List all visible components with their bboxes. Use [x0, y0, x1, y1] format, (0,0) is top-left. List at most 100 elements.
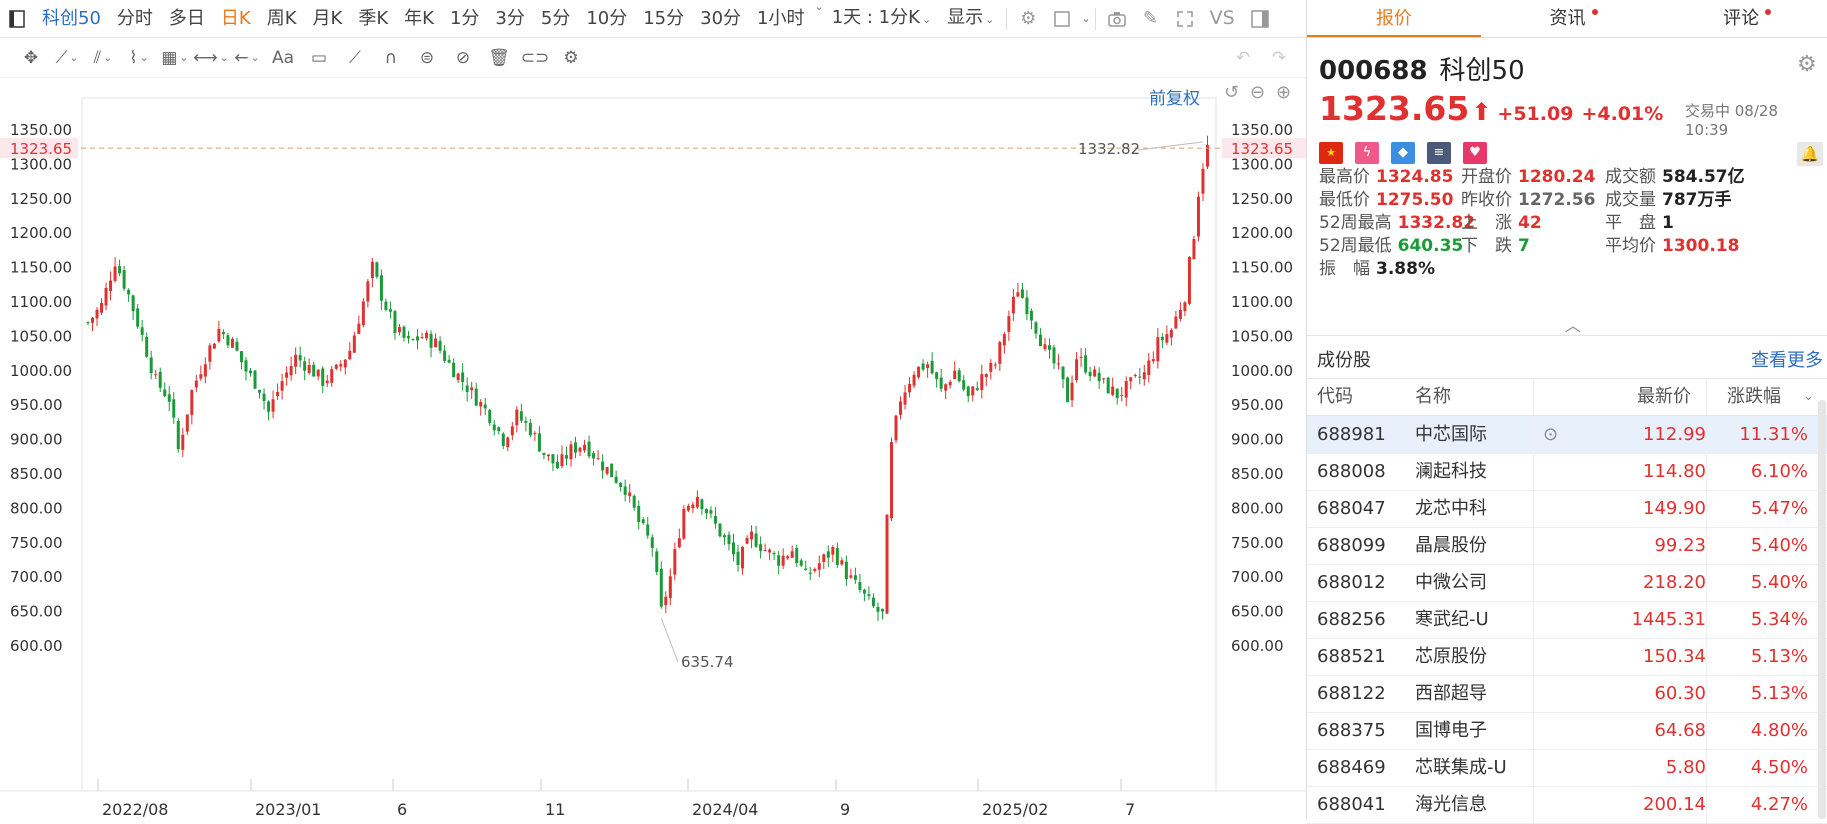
stock-change: 5.47% [1750, 498, 1808, 519]
move-icon[interactable]: ✥ [23, 47, 39, 68]
gear-icon[interactable]: ⚙ [1797, 52, 1817, 77]
candle-body [443, 350, 447, 361]
chevron-up-icon[interactable]: ︿ [1565, 316, 1582, 335]
adjust-button[interactable]: 前复权 [1149, 89, 1200, 109]
candle-body [953, 370, 957, 380]
plot-area[interactable] [81, 97, 1217, 792]
period-0[interactable]: 分时 [116, 8, 153, 29]
col-divider [1533, 712, 1534, 749]
table-row[interactable]: 688099 晶晨股份 99.23 5.40% [1307, 527, 1827, 565]
candle-body [379, 275, 383, 301]
period-1[interactable]: 多日 [168, 8, 205, 29]
period-3[interactable]: 周K [266, 8, 297, 29]
view-more-link[interactable]: 查看更多 [1751, 350, 1823, 371]
candle-body [664, 596, 668, 606]
table-row[interactable]: 688122 西部超导 60.30 5.13% [1307, 675, 1827, 713]
period-7[interactable]: 1分 [449, 8, 480, 29]
candle-body [975, 388, 979, 391]
tab-0[interactable]: 报价 [1307, 0, 1481, 37]
redo-icon[interactable]: ↷ [1271, 47, 1287, 68]
bell-icon[interactable]: 🔔 [1797, 142, 1823, 166]
undo-icon[interactable]: ↶ [1235, 47, 1251, 68]
layout-icon[interactable] [6, 8, 28, 30]
table-row[interactable]: 688047 龙芯中科 149.90 5.47% [1307, 490, 1827, 528]
measure-tool-icon[interactable]: ⟷ ⌄ [193, 47, 229, 68]
period-12[interactable]: 30分 [700, 8, 742, 29]
table-row[interactable]: 688981 中芯国际 112.99 11.31% ⊙ [1307, 416, 1827, 454]
table-row[interactable]: 688521 芯原股份 150.34 5.13% [1307, 638, 1827, 676]
fullscreen-icon[interactable] [1174, 8, 1196, 30]
vs-button[interactable]: VS [1209, 7, 1235, 29]
gear-icon[interactable]: ⚙ [563, 47, 579, 68]
chart-canvas[interactable]: 1350.00 1350.00 1300.00 1300.00 1250.00 1250.… [0, 78, 1306, 819]
change-percent: +4.01% [1581, 103, 1664, 125]
display-select[interactable]: 显示 ⌄ [939, 0, 1002, 38]
link-icon[interactable]: ⊂⊃ [520, 47, 550, 68]
stat-value: 42 [1518, 213, 1542, 233]
chevron-down-icon[interactable]: ⌄ [1081, 12, 1091, 25]
heart-icon[interactable]: ♥ [1463, 142, 1487, 164]
trash-icon[interactable]: 🗑 [488, 47, 510, 68]
period-5[interactable]: 季K [358, 8, 389, 29]
square-icon[interactable] [1051, 8, 1073, 30]
y-tick-label-left: 850.00 [10, 465, 63, 483]
candle-body [465, 385, 469, 392]
text-tool-icon[interactable]: Aa [271, 47, 295, 68]
candle-body [497, 427, 501, 432]
table-row[interactable]: 688469 芯联集成-U 5.80 4.50% [1307, 749, 1827, 787]
period-9[interactable]: 5分 [540, 8, 571, 29]
period-2[interactable]: 日K [220, 8, 251, 29]
fire-icon[interactable]: ϟ [1355, 142, 1379, 164]
tag-icon[interactable]: ◆ [1391, 142, 1415, 164]
period-10[interactable]: 10分 [586, 8, 628, 29]
stat-label: 52周最高 [1319, 213, 1392, 233]
zoom-in-icon[interactable]: ⊕ [1276, 82, 1292, 103]
fib-tool-icon[interactable]: ▦ ⌄ [161, 47, 189, 68]
combo-select[interactable]: 1天 : 1分K ⌄ [824, 0, 939, 38]
lock-tool-icon[interactable]: ⊜ [419, 47, 435, 68]
candle-body [1002, 334, 1006, 346]
scrollbar[interactable] [1818, 400, 1826, 819]
candle-body [560, 454, 564, 467]
pencil-icon[interactable]: ✎ [1143, 8, 1159, 29]
kline-chart[interactable]: 1350.00 1350.00 1300.00 1300.00 1250.00 1250.… [0, 78, 1306, 819]
period-13[interactable]: 1小时 [757, 8, 805, 29]
table-row[interactable]: 688008 澜起科技 114.80 6.10% [1307, 453, 1827, 491]
camera-icon[interactable] [1106, 8, 1128, 30]
arrow-tool-icon[interactable]: ← ⌄ [234, 47, 260, 68]
candle-body [357, 323, 361, 334]
low-annotation: 635.74 [681, 653, 734, 671]
tab-1[interactable]: 资讯 [1481, 0, 1655, 37]
sidebar-toggle-icon[interactable] [1249, 8, 1271, 30]
candle-body [154, 374, 158, 376]
candle-body [583, 444, 587, 451]
comment-tool-icon[interactable]: ▭ [310, 47, 328, 68]
table-row[interactable]: 688256 寒武纪-U 1445.31 5.34% [1307, 601, 1827, 639]
line-tool-icon[interactable]: ⟋ ⌄ [55, 47, 79, 68]
channel-tool-icon[interactable]: ⫽ ⌄ [93, 47, 113, 68]
candle-body [1043, 344, 1047, 350]
reset-icon[interactable]: ↺ [1224, 82, 1240, 103]
wave-tool-icon[interactable]: ⌇ ⌄ [129, 47, 149, 68]
brush-tool-icon[interactable]: ⟋ [349, 47, 361, 68]
period-4[interactable]: 月K [312, 8, 343, 29]
candle-body [127, 289, 131, 295]
watch-eye-icon[interactable]: ⊙ [1543, 424, 1559, 445]
candle-body [1201, 168, 1205, 194]
sort-chevron-icon[interactable]: ⌄ [1803, 389, 1814, 404]
display-label: 显示 [947, 7, 984, 28]
period-6[interactable]: 年K [404, 8, 434, 29]
note-icon[interactable]: ≡ [1427, 142, 1451, 164]
table-row[interactable]: 688375 国博电子 64.68 4.80% [1307, 712, 1827, 750]
period-11[interactable]: 15分 [643, 8, 685, 29]
hide-tool-icon[interactable]: ⊘ [455, 47, 471, 68]
table-row[interactable]: 688041 海光信息 200.14 4.27% [1307, 786, 1827, 824]
table-row[interactable]: 688012 中微公司 218.20 5.40% [1307, 564, 1827, 602]
index-title[interactable]: 科创50 [42, 8, 101, 29]
tab-2[interactable]: 评论 [1654, 0, 1827, 37]
zoom-out-icon[interactable]: ⊖ [1250, 82, 1266, 103]
period-8[interactable]: 3分 [495, 8, 525, 29]
gear-icon[interactable]: ⚙ [1020, 8, 1037, 29]
magnet-icon[interactable]: ∩ [384, 47, 398, 68]
candle-body [1025, 297, 1029, 315]
